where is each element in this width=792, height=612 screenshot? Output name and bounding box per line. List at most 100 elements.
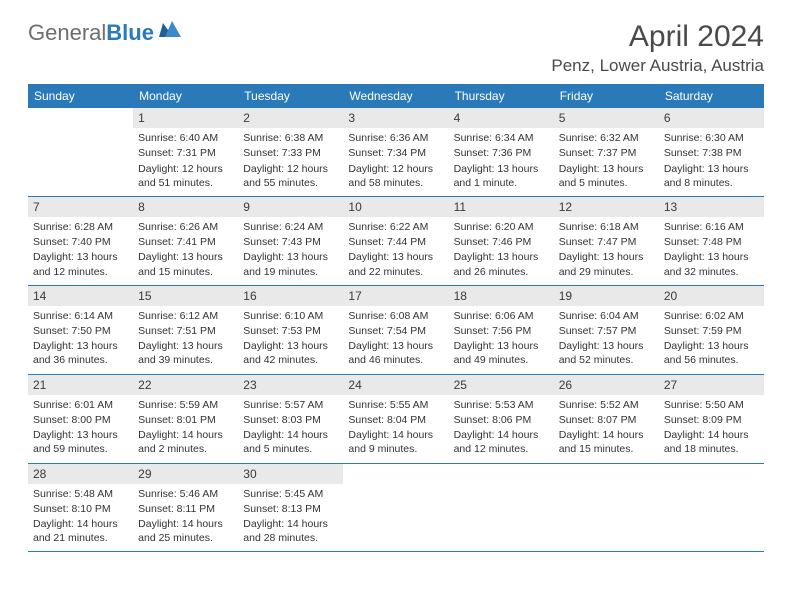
sunset-text: Sunset: 7:46 PM [454, 235, 549, 249]
day-number: 13 [659, 197, 764, 217]
daylight-text: Daylight: 14 hours and 9 minutes. [348, 428, 443, 456]
day-number: 25 [449, 375, 554, 395]
sunrise-text: Sunrise: 6:02 AM [664, 309, 759, 323]
calendar-cell: 10Sunrise: 6:22 AMSunset: 7:44 PMDayligh… [343, 197, 448, 286]
calendar-cell [554, 464, 659, 553]
location-subtitle: Penz, Lower Austria, Austria [551, 56, 764, 76]
calendar-header-row: SundayMondayTuesdayWednesdayThursdayFrid… [28, 84, 764, 108]
sunset-text: Sunset: 8:11 PM [138, 502, 233, 516]
daylight-text: Daylight: 14 hours and 15 minutes. [559, 428, 654, 456]
day-number: 8 [133, 197, 238, 217]
day-header: Friday [554, 84, 659, 108]
day-number: 20 [659, 286, 764, 306]
daylight-text: Daylight: 14 hours and 28 minutes. [243, 517, 338, 545]
daylight-text: Daylight: 14 hours and 5 minutes. [243, 428, 338, 456]
calendar-cell: 24Sunrise: 5:55 AMSunset: 8:04 PMDayligh… [343, 375, 448, 464]
day-info: Sunrise: 5:45 AMSunset: 8:13 PMDaylight:… [243, 487, 338, 546]
sunset-text: Sunset: 7:41 PM [138, 235, 233, 249]
sunrise-text: Sunrise: 6:18 AM [559, 220, 654, 234]
sunset-text: Sunset: 7:53 PM [243, 324, 338, 338]
sunset-text: Sunset: 7:33 PM [243, 146, 338, 160]
daylight-text: Daylight: 13 hours and 36 minutes. [33, 339, 128, 367]
day-number: 23 [238, 375, 343, 395]
daylight-text: Daylight: 12 hours and 58 minutes. [348, 162, 443, 190]
day-number: 15 [133, 286, 238, 306]
calendar-cell: 7Sunrise: 6:28 AMSunset: 7:40 PMDaylight… [28, 197, 133, 286]
day-info: Sunrise: 6:12 AMSunset: 7:51 PMDaylight:… [138, 309, 233, 368]
day-info: Sunrise: 5:57 AMSunset: 8:03 PMDaylight:… [243, 398, 338, 457]
day-number: 4 [449, 108, 554, 128]
sunset-text: Sunset: 7:48 PM [664, 235, 759, 249]
daylight-text: Daylight: 14 hours and 2 minutes. [138, 428, 233, 456]
daylight-text: Daylight: 13 hours and 59 minutes. [33, 428, 128, 456]
calendar-cell [449, 464, 554, 553]
day-number: 26 [554, 375, 659, 395]
day-number: 12 [554, 197, 659, 217]
triangle-icon [159, 21, 181, 42]
daylight-text: Daylight: 13 hours and 49 minutes. [454, 339, 549, 367]
sunset-text: Sunset: 8:09 PM [664, 413, 759, 427]
sunset-text: Sunset: 7:43 PM [243, 235, 338, 249]
calendar-cell: 20Sunrise: 6:02 AMSunset: 7:59 PMDayligh… [659, 286, 764, 375]
sunset-text: Sunset: 7:50 PM [33, 324, 128, 338]
sunrise-text: Sunrise: 6:34 AM [454, 131, 549, 145]
day-info: Sunrise: 6:26 AMSunset: 7:41 PMDaylight:… [138, 220, 233, 279]
calendar-cell: 15 Sunrise: 6:12 AMSunset: 7:51 PMDayligh… [133, 286, 238, 375]
title-block: April 2024 Penz, Lower Austria, Austria [551, 20, 764, 76]
sunrise-text: Sunrise: 6:14 AM [33, 309, 128, 323]
day-info: Sunrise: 6:20 AMSunset: 7:46 PMDaylight:… [454, 220, 549, 279]
day-info: Sunrise: 5:50 AMSunset: 8:09 PMDaylight:… [664, 398, 759, 457]
sunset-text: Sunset: 7:34 PM [348, 146, 443, 160]
daylight-text: Daylight: 14 hours and 12 minutes. [454, 428, 549, 456]
day-info: Sunrise: 6:04 AMSunset: 7:57 PMDaylight:… [559, 309, 654, 368]
sunset-text: Sunset: 8:10 PM [33, 502, 128, 516]
sunset-text: Sunset: 7:56 PM [454, 324, 549, 338]
day-info: Sunrise: 6:38 AMSunset: 7:33 PMDaylight:… [243, 131, 338, 190]
sunrise-text: Sunrise: 6:36 AM [348, 131, 443, 145]
calendar-cell: 16Sunrise: 6:10 AMSunset: 7:53 PMDayligh… [238, 286, 343, 375]
daylight-text: Daylight: 14 hours and 25 minutes. [138, 517, 233, 545]
daylight-text: Daylight: 13 hours and 12 minutes. [33, 250, 128, 278]
day-info: Sunrise: 6:32 AMSunset: 7:37 PMDaylight:… [559, 131, 654, 190]
day-info: Sunrise: 6:08 AMSunset: 7:54 PMDaylight:… [348, 309, 443, 368]
calendar-cell: 4 Sunrise: 6:34 AMSunset: 7:36 PMDaylight… [449, 108, 554, 197]
sunset-text: Sunset: 7:44 PM [348, 235, 443, 249]
sunrise-text: Sunrise: 6:26 AM [138, 220, 233, 234]
calendar-cell: 21Sunrise: 6:01 AMSunset: 8:00 PMDayligh… [28, 375, 133, 464]
sunset-text: Sunset: 8:13 PM [243, 502, 338, 516]
day-number: 18 [449, 286, 554, 306]
day-info: Sunrise: 6:06 AMSunset: 7:56 PMDaylight:… [454, 309, 549, 368]
calendar-cell: 12 Sunrise: 6:18 AMSunset: 7:47 PMDayligh… [554, 197, 659, 286]
day-header: Tuesday [238, 84, 343, 108]
day-info: Sunrise: 6:18 AMSunset: 7:47 PMDaylight:… [559, 220, 654, 279]
sunset-text: Sunset: 8:07 PM [559, 413, 654, 427]
sunrise-text: Sunrise: 6:28 AM [33, 220, 128, 234]
daylight-text: Daylight: 13 hours and 8 minutes. [664, 162, 759, 190]
sunrise-text: Sunrise: 6:06 AM [454, 309, 549, 323]
day-number: 19 [554, 286, 659, 306]
sunset-text: Sunset: 7:47 PM [559, 235, 654, 249]
day-number: 9 [238, 197, 343, 217]
day-info: Sunrise: 5:55 AMSunset: 8:04 PMDaylight:… [348, 398, 443, 457]
calendar-cell: 22Sunrise: 5:59 AMSunset: 8:01 PMDayligh… [133, 375, 238, 464]
calendar-cell: 14Sunrise: 6:14 AMSunset: 7:50 PMDayligh… [28, 286, 133, 375]
day-number: 27 [659, 375, 764, 395]
day-number: 11 [449, 197, 554, 217]
day-number: 29 [133, 464, 238, 484]
day-number: 7 [28, 197, 133, 217]
day-header: Thursday [449, 84, 554, 108]
day-info: Sunrise: 5:46 AMSunset: 8:11 PMDaylight:… [138, 487, 233, 546]
sunrise-text: Sunrise: 5:59 AM [138, 398, 233, 412]
daylight-text: Daylight: 14 hours and 21 minutes. [33, 517, 128, 545]
day-info: Sunrise: 6:36 AMSunset: 7:34 PM Daylight:… [348, 131, 443, 190]
day-info: Sunrise: 6:34 AMSunset: 7:36 PMDaylight:… [454, 131, 549, 190]
calendar-cell: 18 Sunrise: 6:06 AMSunset: 7:56 PMDayligh… [449, 286, 554, 375]
sunrise-text: Sunrise: 6:01 AM [33, 398, 128, 412]
calendar-cell: 28Sunrise: 5:48 AMSunset: 8:10 PMDayligh… [28, 464, 133, 553]
day-info: Sunrise: 5:52 AMSunset: 8:07 PMDaylight:… [559, 398, 654, 457]
sunset-text: Sunset: 7:31 PM [138, 146, 233, 160]
logo: GeneralBlue [28, 20, 181, 46]
day-number: 28 [28, 464, 133, 484]
day-info: Sunrise: 6:10 AMSunset: 7:53 PMDaylight:… [243, 309, 338, 368]
day-header: Sunday [28, 84, 133, 108]
